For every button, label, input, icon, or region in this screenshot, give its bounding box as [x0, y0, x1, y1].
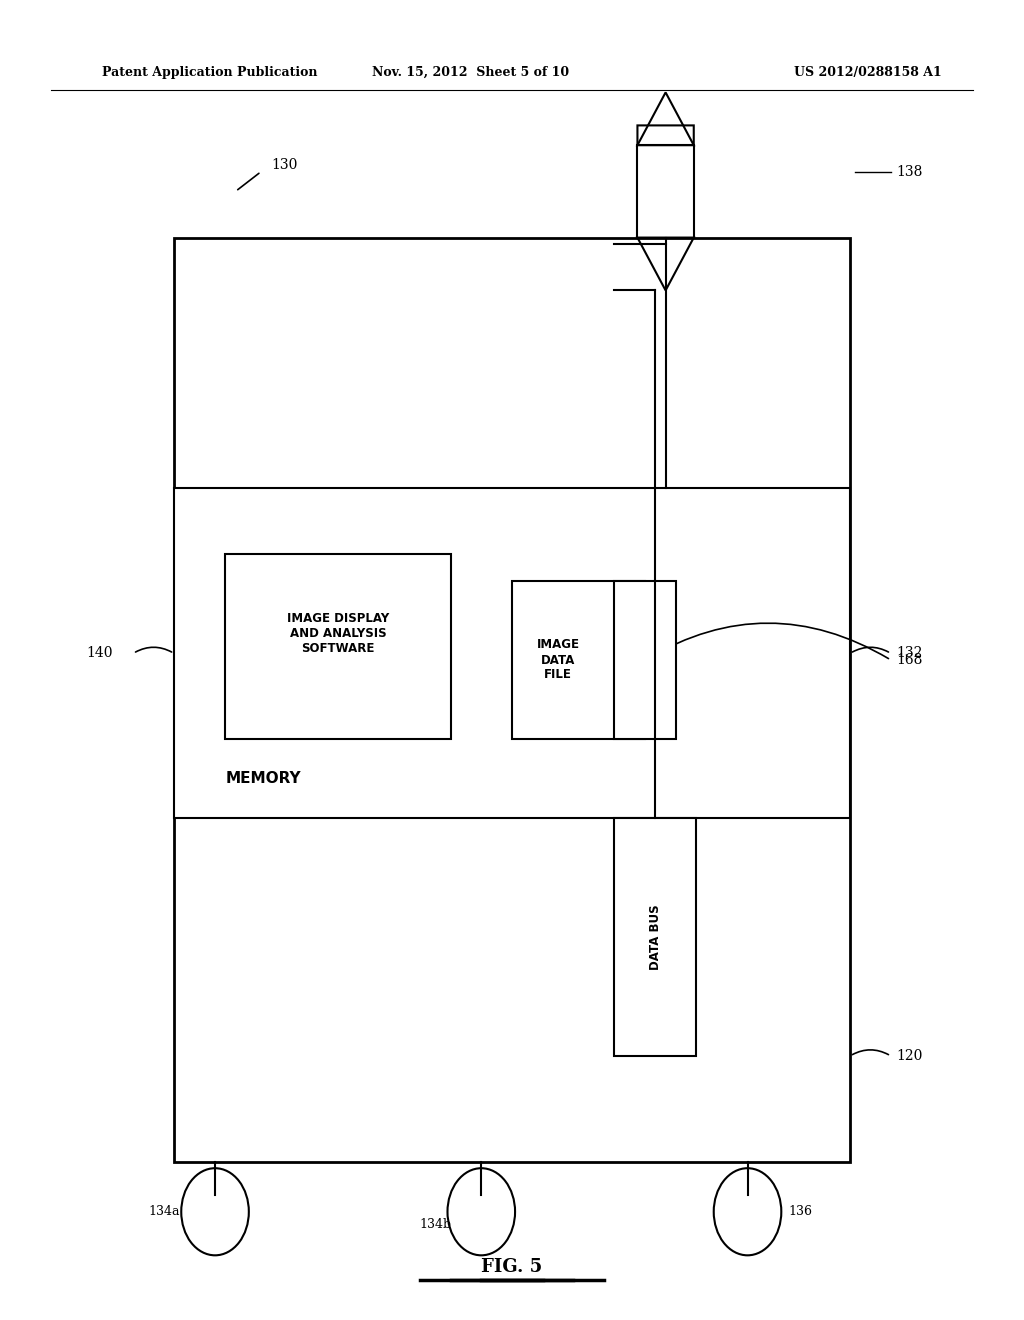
FancyBboxPatch shape: [614, 818, 696, 1056]
Text: 136: 136: [788, 1205, 812, 1218]
FancyBboxPatch shape: [174, 238, 850, 1162]
Text: DATA BUS: DATA BUS: [649, 904, 662, 970]
Text: 138: 138: [896, 165, 923, 178]
FancyBboxPatch shape: [512, 581, 645, 739]
Text: 132: 132: [896, 647, 923, 660]
Text: 140: 140: [86, 647, 113, 660]
Bar: [637, 145, 694, 238]
Text: MEMORY: MEMORY: [225, 771, 301, 787]
Text: US 2012/0288158 A1: US 2012/0288158 A1: [795, 66, 942, 79]
FancyBboxPatch shape: [225, 554, 451, 739]
FancyBboxPatch shape: [614, 581, 676, 739]
Text: IMAGE DISPLAY
AND ANALYSIS
SOFTWARE: IMAGE DISPLAY AND ANALYSIS SOFTWARE: [287, 612, 389, 655]
Text: FIG. 5: FIG. 5: [481, 1258, 543, 1276]
FancyBboxPatch shape: [174, 488, 850, 818]
Text: Nov. 15, 2012  Sheet 5 of 10: Nov. 15, 2012 Sheet 5 of 10: [373, 66, 569, 79]
Text: 120: 120: [896, 1049, 923, 1063]
Text: 168: 168: [896, 653, 923, 667]
Text: Patent Application Publication: Patent Application Publication: [102, 66, 317, 79]
Text: 134b: 134b: [420, 1218, 452, 1232]
Text: 134a: 134a: [148, 1205, 180, 1218]
Text: 130: 130: [271, 158, 298, 172]
Text: IMAGE
DATA
FILE: IMAGE DATA FILE: [537, 639, 580, 681]
